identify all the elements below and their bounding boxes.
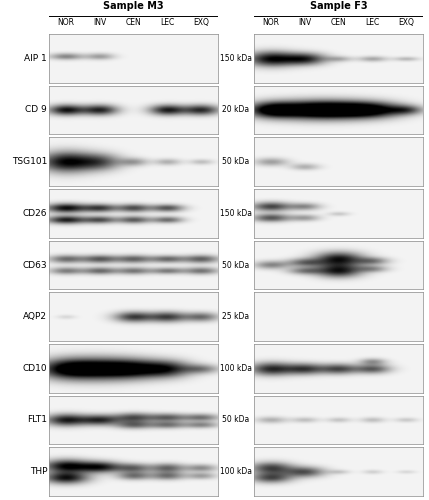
Text: 100 kDa: 100 kDa [220,364,252,373]
Text: LEC: LEC [365,18,379,26]
Text: INV: INV [298,18,311,26]
Text: 50 kDa: 50 kDa [222,260,250,270]
Text: Sample M3: Sample M3 [103,0,164,10]
Text: 25 kDa: 25 kDa [222,312,250,321]
Text: 100 kDa: 100 kDa [220,467,252,476]
Text: AQP2: AQP2 [23,312,47,321]
Text: EXQ: EXQ [193,18,209,26]
Text: FLT1: FLT1 [27,416,47,424]
Text: CD10: CD10 [23,364,47,373]
Text: INV: INV [93,18,106,26]
Text: CD26: CD26 [23,209,47,218]
Text: CEN: CEN [330,18,346,26]
Text: CD63: CD63 [23,260,47,270]
Text: 50 kDa: 50 kDa [222,157,250,166]
Text: EXQ: EXQ [398,18,414,26]
Text: THP: THP [30,467,47,476]
Text: 150 kDa: 150 kDa [220,54,252,63]
Text: LEC: LEC [160,18,174,26]
Text: NOR: NOR [263,18,280,26]
Text: 150 kDa: 150 kDa [220,209,252,218]
Text: Sample F3: Sample F3 [310,0,367,10]
Text: AIP 1: AIP 1 [24,54,47,63]
Text: 50 kDa: 50 kDa [222,416,250,424]
Text: TSG101: TSG101 [12,157,47,166]
Text: CD 9: CD 9 [25,106,47,114]
Text: CEN: CEN [126,18,142,26]
Text: 20 kDa: 20 kDa [222,106,250,114]
Text: NOR: NOR [57,18,75,26]
